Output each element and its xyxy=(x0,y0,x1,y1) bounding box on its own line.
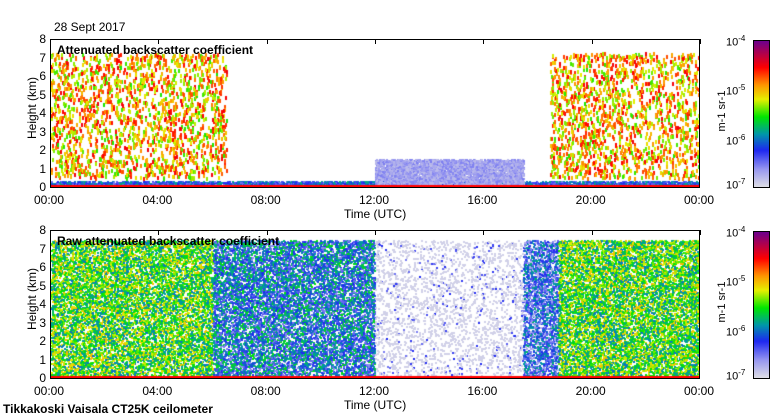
y-tick-label: 8 xyxy=(39,32,46,46)
x-tick-mark xyxy=(375,230,376,235)
x-tick-label: 16:00 xyxy=(467,193,498,207)
y-tick-label: 4 xyxy=(39,106,46,120)
colorbar-tick-label: 10-6 xyxy=(726,132,746,148)
x-tick-mark xyxy=(266,230,268,235)
x-tick-mark xyxy=(700,230,701,235)
y-tick-label: 0 xyxy=(39,371,46,385)
x-tick-label: 16:00 xyxy=(467,384,498,398)
y-tick-label: 4 xyxy=(39,297,46,311)
x-tick-mark xyxy=(50,39,51,44)
x-tick-label: 00:00 xyxy=(684,193,715,207)
y-tick-label: 6 xyxy=(39,69,46,83)
x-tick-mark xyxy=(700,39,701,44)
y-tick-label: 5 xyxy=(39,87,46,102)
y-tick-label: 8 xyxy=(39,223,46,237)
colorbar xyxy=(753,40,770,188)
colorbar-gradient xyxy=(754,41,769,187)
y-axis-label: Height (km) xyxy=(25,268,39,331)
x-tick-mark xyxy=(483,39,485,44)
x-tick-mark xyxy=(591,39,593,44)
colorbar-tick-label: 10-7 xyxy=(726,177,746,192)
colorbar-tick-label: 10-5 xyxy=(726,83,746,98)
x-tick-mark xyxy=(591,230,593,235)
footer-label: Tikkakoski Vaisala CT25K ceilometer xyxy=(3,402,213,416)
colorbar-tick-label: 10-5 xyxy=(726,274,746,289)
date-label: 28 Sept 2017 xyxy=(54,20,126,34)
x-tick-label: 00:00 xyxy=(684,384,715,398)
y-tick-label: 2 xyxy=(39,143,46,157)
panel-attenuated-backscatter: Attenuated backscatter coefficient xyxy=(50,39,700,188)
y-tick-label: 7 xyxy=(39,241,46,256)
colorbar-gradient xyxy=(754,232,769,378)
colorbar-tick-label: 10-7 xyxy=(726,368,746,383)
x-axis-label: Time (UTC) xyxy=(344,207,407,221)
x-tick-label: 08:00 xyxy=(250,193,281,207)
x-axis-label: Time (UTC) xyxy=(344,398,407,412)
y-tick-label: 3 xyxy=(39,315,46,330)
x-tick-label: 04:00 xyxy=(142,384,173,398)
x-tick-label: 20:00 xyxy=(575,193,606,207)
y-tick-label: 6 xyxy=(39,260,46,274)
y-tick-label: 5 xyxy=(39,278,46,293)
colorbar xyxy=(753,231,770,379)
colorbar-tick-label: 10-4 xyxy=(726,225,746,240)
x-tick-label: 00:00 xyxy=(34,384,65,398)
colorbar-tick-label: 10-6 xyxy=(726,323,746,339)
y-tick-label: 2 xyxy=(39,334,46,348)
x-tick-mark xyxy=(158,39,160,44)
y-tick-label: 1 xyxy=(39,352,46,367)
x-tick-mark xyxy=(266,39,268,44)
y-tick-label: 3 xyxy=(39,124,46,139)
heatmap-raw-backscatter xyxy=(51,231,699,378)
x-tick-mark xyxy=(50,230,51,235)
y-tick-label: 0 xyxy=(39,180,46,194)
panel-raw-backscatter: Raw attenuated backscatter coefficient xyxy=(50,230,700,379)
x-tick-mark xyxy=(483,230,485,235)
x-tick-mark xyxy=(375,39,376,44)
panel-title: Attenuated backscatter coefficient xyxy=(57,43,254,57)
x-tick-label: 12:00 xyxy=(359,384,390,398)
y-tick-label: 1 xyxy=(39,161,46,176)
panel-title: Raw attenuated backscatter coefficient xyxy=(57,234,280,248)
colorbar-label: m-1 sr-1 xyxy=(716,281,728,323)
heatmap-attenuated-backscatter xyxy=(51,40,699,187)
y-axis-label: Height (km) xyxy=(25,77,39,140)
x-tick-mark xyxy=(158,230,160,235)
colorbar-tick-label: 10-4 xyxy=(726,34,746,49)
x-tick-label: 12:00 xyxy=(359,193,390,207)
x-tick-label: 00:00 xyxy=(34,193,65,207)
x-tick-label: 04:00 xyxy=(142,193,173,207)
y-tick-label: 7 xyxy=(39,50,46,65)
colorbar-label: m-1 sr-1 xyxy=(716,90,728,132)
x-tick-label: 20:00 xyxy=(575,384,606,398)
x-tick-label: 08:00 xyxy=(250,384,281,398)
